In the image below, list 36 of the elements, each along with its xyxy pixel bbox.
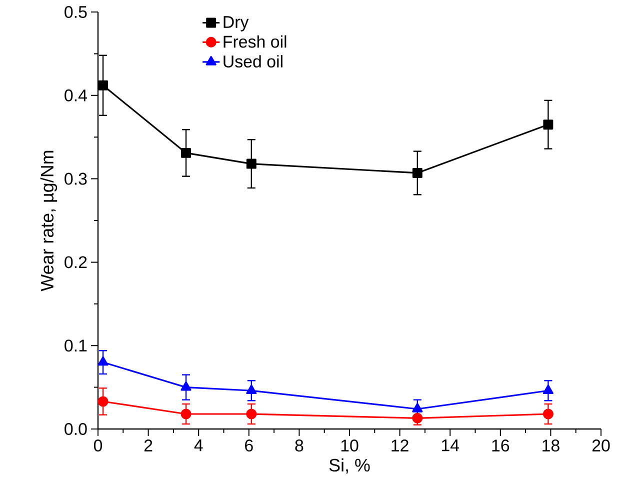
point bbox=[180, 408, 192, 420]
legend-label: Fresh oil bbox=[224, 35, 286, 48]
point bbox=[246, 384, 257, 394]
point bbox=[412, 403, 423, 412]
legend-label: Dry bbox=[224, 16, 249, 32]
x-tick-label: 18 bbox=[542, 440, 560, 452]
y-tick-label: 0.2 bbox=[64, 256, 87, 268]
point bbox=[98, 80, 108, 90]
y-axis-title: Wear rate, µg/Nm bbox=[40, 150, 58, 292]
x-axis-title: Si, % bbox=[329, 458, 370, 474]
x-tick-label: 10 bbox=[341, 440, 358, 452]
x-tick-label: 14 bbox=[442, 440, 460, 452]
y-tick-label: 0.5 bbox=[64, 6, 87, 18]
x-tick-label: 0 bbox=[94, 440, 102, 452]
x-tick-label: 2 bbox=[144, 440, 152, 452]
x-tick-label: 20 bbox=[592, 440, 610, 452]
x-tick-label: 12 bbox=[392, 440, 408, 452]
x-tick-label: 16 bbox=[492, 440, 510, 452]
y-tick-label: 0.4 bbox=[64, 89, 87, 102]
point bbox=[98, 396, 108, 407]
point bbox=[98, 356, 108, 366]
point bbox=[181, 148, 192, 158]
y-tick-label: 0.0 bbox=[64, 423, 87, 435]
x-tick-label: 6 bbox=[245, 440, 253, 452]
point bbox=[543, 120, 554, 130]
point bbox=[542, 384, 554, 394]
point bbox=[246, 408, 257, 420]
point bbox=[542, 408, 554, 420]
legend-label: Used oil bbox=[224, 55, 282, 68]
y-tick-label: 0.3 bbox=[64, 172, 87, 185]
x-tick-label: 8 bbox=[295, 440, 304, 452]
y-tick-label: 0.1 bbox=[64, 340, 87, 352]
point bbox=[412, 168, 422, 178]
point bbox=[180, 381, 192, 391]
x-tick-label: 4 bbox=[194, 440, 203, 452]
point bbox=[246, 158, 256, 169]
